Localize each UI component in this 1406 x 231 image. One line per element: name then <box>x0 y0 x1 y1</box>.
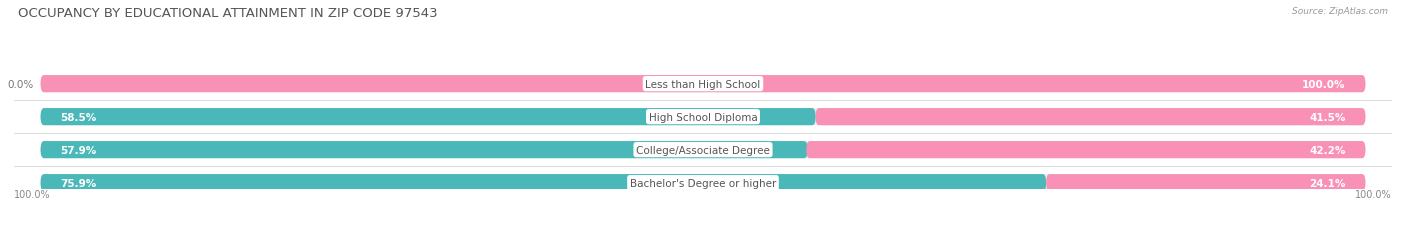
Text: Source: ZipAtlas.com: Source: ZipAtlas.com <box>1292 7 1388 16</box>
FancyBboxPatch shape <box>1046 174 1365 191</box>
FancyBboxPatch shape <box>41 76 1365 93</box>
Text: 100.0%: 100.0% <box>1355 189 1392 199</box>
FancyBboxPatch shape <box>41 141 807 158</box>
Text: 100.0%: 100.0% <box>1302 79 1346 89</box>
Text: Bachelor's Degree or higher: Bachelor's Degree or higher <box>630 178 776 188</box>
FancyBboxPatch shape <box>41 109 815 126</box>
FancyBboxPatch shape <box>807 141 1365 158</box>
FancyBboxPatch shape <box>41 141 1365 158</box>
Text: Less than High School: Less than High School <box>645 79 761 89</box>
Text: 100.0%: 100.0% <box>14 189 51 199</box>
FancyBboxPatch shape <box>41 109 1365 126</box>
Text: 24.1%: 24.1% <box>1309 178 1346 188</box>
Text: 0.0%: 0.0% <box>7 79 34 89</box>
Text: 58.5%: 58.5% <box>60 112 97 122</box>
Text: 75.9%: 75.9% <box>60 178 97 188</box>
FancyBboxPatch shape <box>815 109 1365 126</box>
FancyBboxPatch shape <box>41 174 1046 191</box>
FancyBboxPatch shape <box>41 76 1365 93</box>
Text: College/Associate Degree: College/Associate Degree <box>636 145 770 155</box>
Text: 57.9%: 57.9% <box>60 145 97 155</box>
Text: OCCUPANCY BY EDUCATIONAL ATTAINMENT IN ZIP CODE 97543: OCCUPANCY BY EDUCATIONAL ATTAINMENT IN Z… <box>18 7 437 20</box>
FancyBboxPatch shape <box>41 174 1365 191</box>
Text: 42.2%: 42.2% <box>1309 145 1346 155</box>
Text: High School Diploma: High School Diploma <box>648 112 758 122</box>
Text: 41.5%: 41.5% <box>1309 112 1346 122</box>
